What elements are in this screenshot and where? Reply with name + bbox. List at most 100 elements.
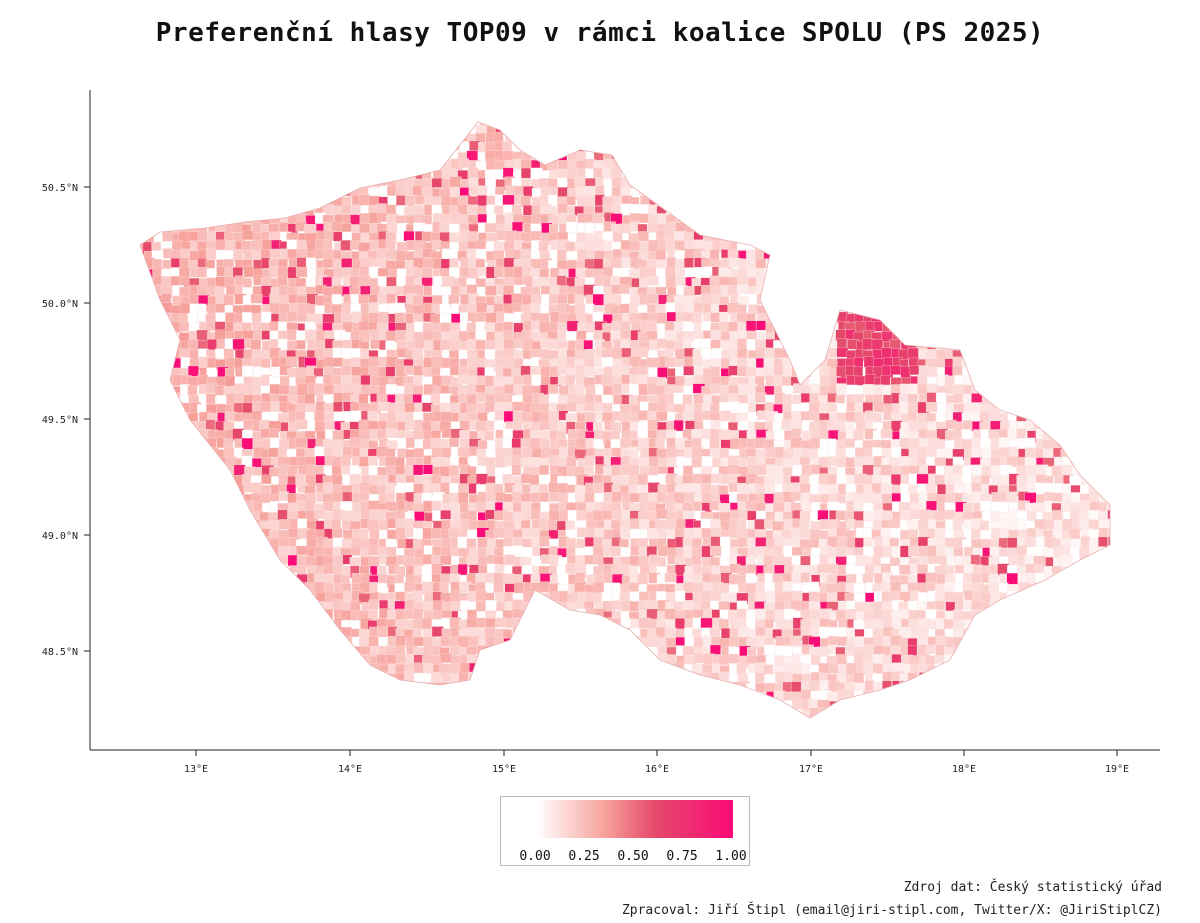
municipality-cell <box>304 329 317 342</box>
municipality-cell <box>647 132 658 143</box>
municipality-cell <box>1090 429 1102 441</box>
municipality-cell <box>946 330 958 343</box>
municipality-cell <box>253 122 264 133</box>
municipality-cell <box>648 204 658 217</box>
municipality-cell <box>295 419 308 430</box>
municipality-cell <box>872 169 883 182</box>
municipality-cell <box>1017 276 1029 287</box>
municipality-cell <box>161 293 172 304</box>
municipality-cell <box>421 134 432 147</box>
municipality-cell <box>1016 205 1026 216</box>
municipality-cell <box>152 141 164 151</box>
municipality-cell <box>1025 204 1036 217</box>
municipality-cell <box>171 158 183 170</box>
municipality-cell <box>341 158 353 171</box>
municipality-cell <box>1080 420 1092 432</box>
municipality-cell <box>901 304 912 315</box>
municipality-cell <box>1007 222 1019 232</box>
municipality-cell <box>871 197 883 208</box>
municipality-cell <box>154 132 164 145</box>
municipality-cell <box>1062 125 1074 138</box>
municipality-cell <box>1106 421 1110 432</box>
municipality-cell <box>205 196 218 208</box>
municipality-cell <box>1081 320 1092 332</box>
municipality-cell <box>215 276 227 288</box>
municipality-cell <box>1097 447 1108 460</box>
municipality-cell <box>225 194 236 205</box>
municipality-cell <box>197 194 208 207</box>
municipality-cell <box>997 385 1008 396</box>
municipality-cell <box>872 178 883 190</box>
municipality-cell <box>791 428 802 439</box>
municipality-cell <box>998 239 1008 251</box>
municipality-cell <box>530 303 541 313</box>
municipality-cell <box>152 421 164 433</box>
municipality-cell <box>332 167 343 178</box>
municipality-cell <box>1009 159 1022 169</box>
municipality-cell <box>973 376 984 387</box>
municipality-cell <box>737 167 749 180</box>
municipality-cell <box>450 186 460 198</box>
municipality-cell <box>181 421 194 433</box>
municipality-cell <box>513 122 526 126</box>
municipality-cell <box>1042 284 1054 295</box>
municipality-cell <box>268 168 279 179</box>
municipality-cell <box>187 385 198 396</box>
municipality-cell <box>1097 142 1109 154</box>
municipality-cell <box>853 151 865 161</box>
municipality-cell <box>745 196 758 206</box>
municipality-cell <box>1035 259 1048 270</box>
municipality-cell <box>909 141 919 154</box>
municipality-cell <box>171 203 182 216</box>
municipality-cell <box>907 222 919 233</box>
municipality-cell <box>170 186 182 199</box>
municipality-cell <box>791 122 801 127</box>
municipality-cell <box>737 194 748 206</box>
municipality-cell <box>269 428 279 438</box>
municipality-cell <box>981 386 993 398</box>
municipality-cell <box>277 509 288 521</box>
municipality-cell <box>710 196 722 207</box>
municipality-cell <box>1060 349 1072 361</box>
municipality-cell <box>331 160 343 171</box>
municipality-cell <box>791 267 804 280</box>
municipality-cell <box>1026 178 1038 191</box>
municipality-cell <box>531 447 543 459</box>
municipality-cell <box>458 124 470 135</box>
municipality-cell <box>567 232 578 244</box>
municipality-cell <box>647 123 657 134</box>
municipality-cell <box>549 492 560 502</box>
municipality-cell <box>998 122 1011 127</box>
municipality-cell <box>1105 374 1110 387</box>
municipality-cell <box>728 349 738 360</box>
municipality-cell <box>981 511 992 523</box>
municipality-cell <box>1025 465 1036 477</box>
municipality-cell <box>837 142 848 154</box>
municipality-cell <box>1044 350 1056 360</box>
municipality-cell <box>504 123 517 133</box>
municipality-cell <box>1089 501 1100 511</box>
municipality-cell <box>278 205 290 216</box>
municipality-cell <box>872 212 883 226</box>
municipality-cell <box>927 213 938 225</box>
municipality-cell <box>1017 249 1028 261</box>
municipality-cell <box>790 131 802 142</box>
municipality-cell <box>818 204 830 216</box>
municipality-cell <box>826 167 838 179</box>
municipality-cell <box>917 151 930 162</box>
municipality-cell <box>810 294 820 307</box>
municipality-cell <box>871 142 882 153</box>
municipality-cell <box>727 133 740 145</box>
municipality-cell <box>343 142 355 152</box>
municipality-cell <box>907 213 919 225</box>
municipality-cell <box>836 250 847 261</box>
municipality-cell <box>386 465 397 476</box>
municipality-cell <box>971 348 984 361</box>
municipality-cell <box>1009 350 1021 361</box>
municipality-cell <box>1061 303 1073 316</box>
municipality-cell <box>388 122 401 125</box>
municipality-cell <box>385 482 396 494</box>
municipality-cell <box>295 188 308 198</box>
municipality-cell <box>549 169 559 180</box>
municipality-cell <box>1071 277 1083 288</box>
